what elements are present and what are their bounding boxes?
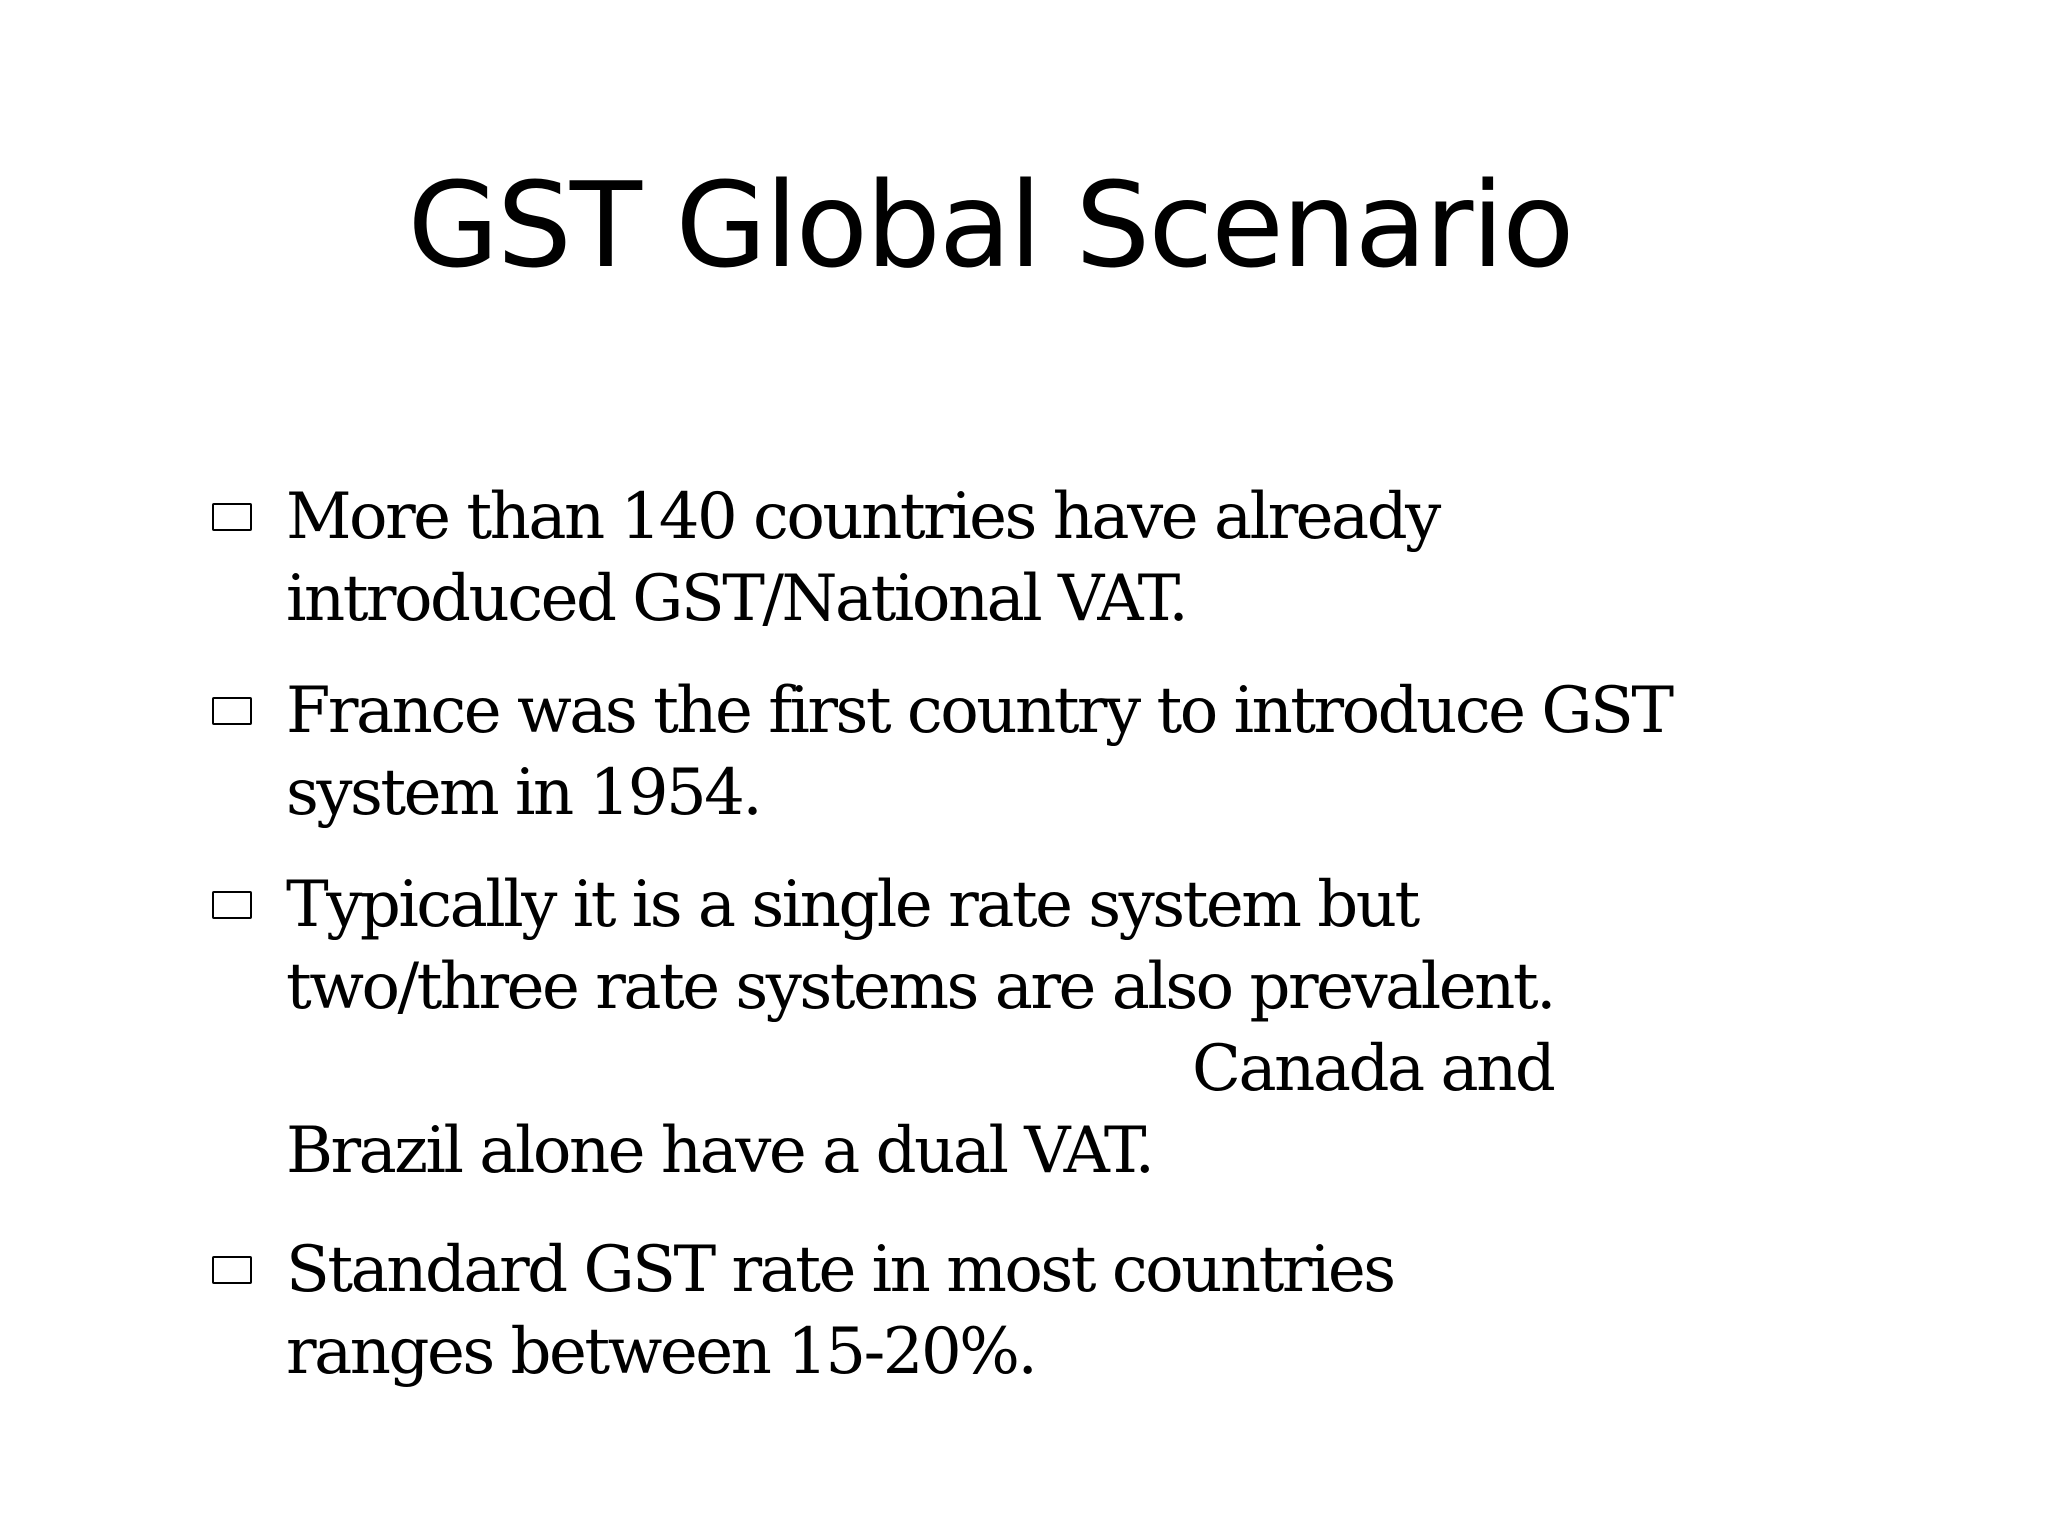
- square-bullet-icon: [212, 503, 252, 531]
- slide-title: GST Global Scenario: [407, 156, 1575, 294]
- bullet-3-line-2: two/three rate systems are also prevalen…: [286, 950, 1556, 1024]
- square-bullet-icon: [212, 697, 252, 725]
- bullet-1-line-2: introduced GST/National VAT.: [286, 562, 1189, 636]
- bullet-4-line-2: ranges between 15-20%.: [286, 1315, 1038, 1389]
- bullet-3-line-4: Brazil alone have a dual VAT.: [286, 1114, 1155, 1188]
- bullet-2-line-1: France was the first country to introduc…: [286, 674, 1674, 748]
- square-bullet-icon: [212, 891, 252, 919]
- bullet-3-line-3: Canada and: [1192, 1032, 1556, 1106]
- bullet-3-line-1: Typically it is a single rate system but: [286, 868, 1420, 942]
- bullet-4-line-1: Standard GST rate in most countries: [286, 1233, 1396, 1307]
- square-bullet-icon: [212, 1256, 252, 1284]
- bullet-1-line-1: More than 140 countries have already: [286, 480, 1441, 554]
- bullet-2-line-2: system in 1954.: [286, 756, 763, 830]
